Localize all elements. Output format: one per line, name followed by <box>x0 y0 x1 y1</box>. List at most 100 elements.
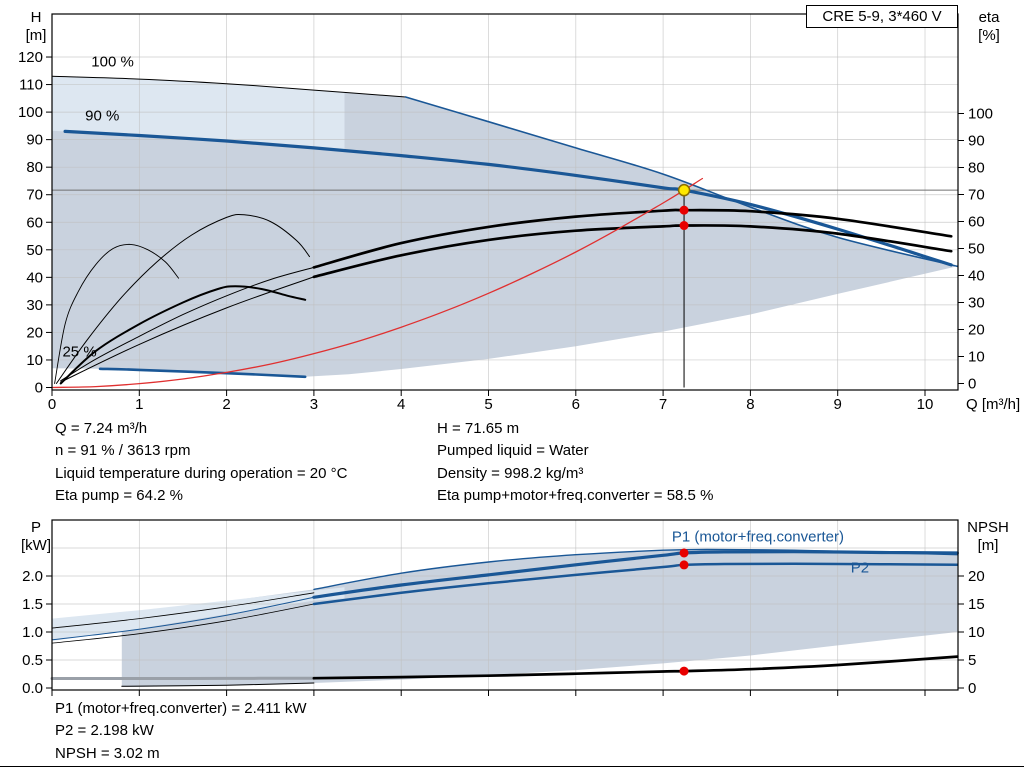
curve-p-lead-1 <box>51 592 315 629</box>
curve-label: 100 % <box>91 54 134 71</box>
x-tick-label: 0 <box>48 396 56 413</box>
curve-p2-curve <box>312 562 959 606</box>
y-left-tick-label: 1.0 <box>22 624 43 641</box>
y-right-tick-label: 50 <box>968 241 985 258</box>
y-left-tick-label: 70 <box>26 187 43 204</box>
y-left-tick-label: 50 <box>26 242 43 259</box>
hq-plot-frame <box>51 13 959 391</box>
duty-data-right-column: H = 71.65 m Pumped liquid = Water Densit… <box>437 418 713 504</box>
y-right-tick-label: 60 <box>968 214 985 231</box>
curve-eta-total-curve <box>312 224 953 279</box>
y-left-axis-title: [kW] <box>21 537 51 554</box>
curve-label: P1 (motor+freq.converter) <box>672 528 844 545</box>
info-pumped-liquid: Pumped liquid = Water <box>437 442 589 460</box>
y-left-tick-label: 1.5 <box>22 596 43 613</box>
duty-data-left-column: Q = 7.24 m³/h n = 91 % / 3613 rpm Liquid… <box>55 418 437 504</box>
pump-title-box: CRE 5-9, 3*460 V <box>806 5 958 28</box>
y-left-axis-title: P <box>31 519 41 536</box>
x-tick-label: 7 <box>659 396 667 413</box>
info-flow: Q = 7.24 m³/h <box>55 420 148 437</box>
y-right-tick-label: 70 <box>968 187 985 204</box>
x-tick-label: 3 <box>310 396 318 413</box>
curve-p-lead-2 <box>51 596 315 641</box>
duty-point-dot <box>679 548 689 558</box>
y-left-tick-label: 0 <box>35 380 43 397</box>
y-left-tick-label: 10 <box>26 352 43 369</box>
curve-eta-arc-mid-speed <box>55 213 310 384</box>
operating-point-marker[interactable] <box>677 183 691 197</box>
y-left-tick-label: 0.0 <box>22 680 43 697</box>
bottom-divider <box>0 766 1024 767</box>
info-eta-pump: Eta pump = 64.2 % <box>55 487 183 505</box>
curve-eta-total-lead <box>60 276 315 383</box>
info-npsh: NPSH = 3.02 m <box>55 744 160 762</box>
curve-system-curve <box>51 177 704 389</box>
y-right-tick-label: 100 <box>968 106 993 123</box>
y-left-tick-label: 90 <box>26 132 43 149</box>
info-speed: n = 91 % / 3613 rpm <box>55 442 191 460</box>
curve-label: 90 % <box>85 107 119 124</box>
y-left-tick-label: 40 <box>26 269 43 286</box>
y-left-tick-label: 120 <box>18 49 43 66</box>
curve-p1-curve <box>312 549 959 599</box>
duty-point-dot <box>679 221 689 231</box>
y-right-axis-title: [%] <box>978 27 1000 44</box>
y-left-axis-title: H <box>31 9 42 26</box>
info-eta-total: Eta pump+motor+freq.converter = 58.5 % <box>437 487 714 505</box>
y-right-tick-label: 10 <box>968 349 985 366</box>
x-tick-label: 9 <box>834 396 842 413</box>
y-right-axis-title: [m] <box>978 537 999 554</box>
x-tick-label: 4 <box>397 396 405 413</box>
power-speed-band <box>52 587 345 641</box>
info-liquid-temperature: Liquid temperature during operation = 20… <box>55 464 348 482</box>
duty-point-dot <box>679 666 689 676</box>
x-tick-label: 1 <box>135 396 143 413</box>
y-right-tick-label: 15 <box>968 596 985 613</box>
curve-eta-pump-lead <box>60 266 315 382</box>
y-right-tick-label: 5 <box>968 652 976 669</box>
info-density: Density = 998.2 kg/m³ <box>437 464 584 482</box>
curve-label: P2 <box>851 560 869 577</box>
y-right-tick-label: 10 <box>968 624 985 641</box>
y-left-tick-label: 2.0 <box>22 568 43 585</box>
y-right-tick-label: 90 <box>968 133 985 150</box>
curve-label: 25 % <box>62 344 96 361</box>
curve-eta-pump-curve <box>312 208 953 269</box>
y-left-tick-label: 100 <box>18 104 43 121</box>
y-right-tick-label: 30 <box>968 295 985 312</box>
y-right-tick-label: 20 <box>968 322 985 339</box>
curve-p-min-curve <box>121 682 315 687</box>
y-right-axis-title: eta <box>979 9 1001 26</box>
y-right-tick-label: 0 <box>968 376 976 393</box>
y-right-tick-label: 40 <box>968 268 985 285</box>
curve-eta-arc-low-speed <box>59 285 307 385</box>
y-left-tick-label: 30 <box>26 297 43 314</box>
duty-point-data: Q = 7.24 m³/h n = 91 % / 3613 rpm Liquid… <box>55 418 713 504</box>
y-right-tick-label: 80 <box>968 160 985 177</box>
y-left-tick-label: 0.5 <box>22 652 43 669</box>
info-p1: P1 (motor+freq.converter) = 2.411 kW <box>55 700 307 717</box>
y-right-axis-title: NPSH <box>967 519 1009 536</box>
y-left-tick-label: 20 <box>26 324 43 341</box>
info-p2: P2 = 2.198 kW <box>55 722 154 740</box>
x-tick-label: 2 <box>222 396 230 413</box>
y-left-axis-title: [m] <box>26 27 47 44</box>
hq-speed-band <box>52 76 345 151</box>
duty-point-dot <box>679 560 689 570</box>
power-npsh-data: P1 (motor+freq.converter) = 2.411 kW P2 … <box>55 698 307 765</box>
y-right-tick-label: 20 <box>968 568 985 585</box>
hq-operating-envelope <box>52 76 958 377</box>
x-tick-label: 8 <box>746 396 754 413</box>
x-tick-label: 10 <box>917 396 934 413</box>
power-plot-frame <box>51 519 959 691</box>
curve-speed-100-curve <box>51 75 407 98</box>
curve-speed-91-curve <box>63 129 953 267</box>
y-right-tick-label: 0 <box>968 680 976 697</box>
duty-point-dot <box>679 205 689 215</box>
power-operating-envelope <box>121 549 958 687</box>
curve-speed-25-curve <box>98 367 307 379</box>
curve-p-lead-3 <box>51 603 315 644</box>
y-left-tick-label: 110 <box>19 77 43 94</box>
info-head: H = 71.65 m <box>437 420 520 437</box>
